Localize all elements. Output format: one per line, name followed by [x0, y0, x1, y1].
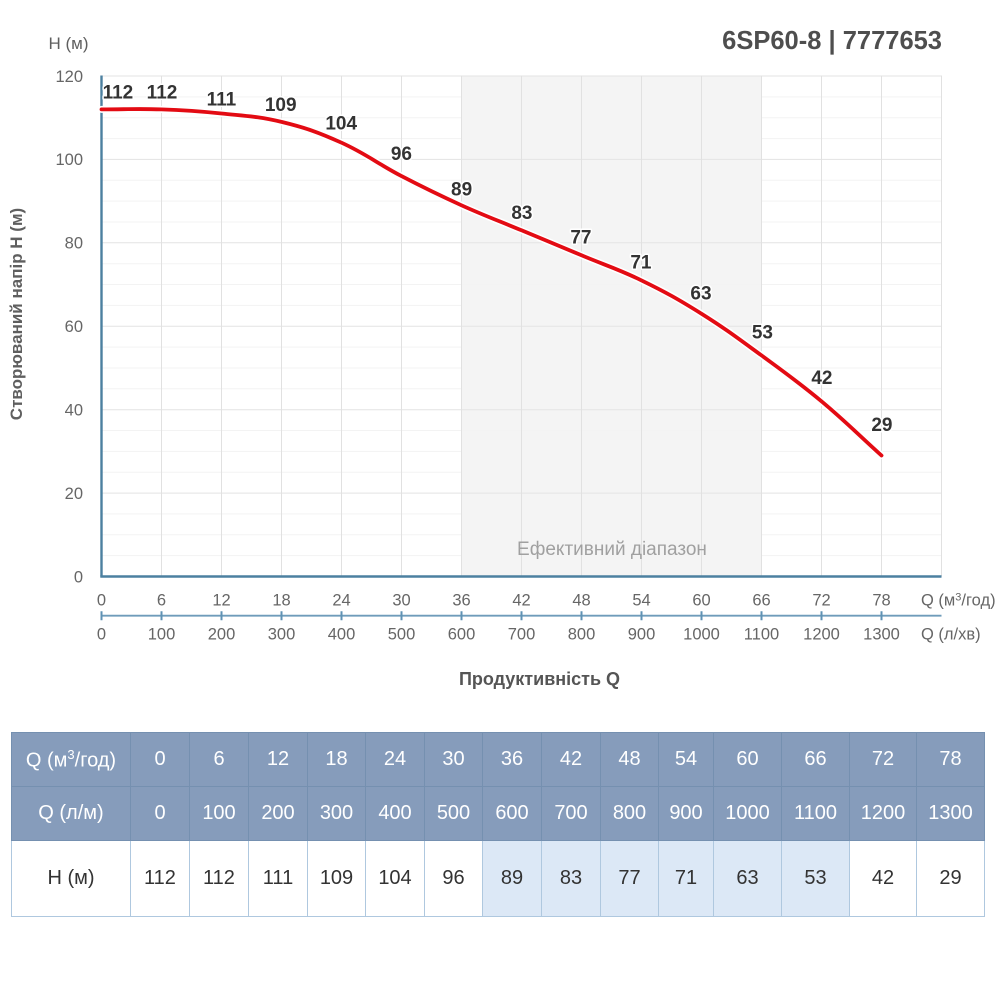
svg-text:42: 42 [512, 591, 530, 609]
svg-text:30: 30 [392, 591, 410, 609]
svg-text:36: 36 [452, 591, 470, 609]
svg-text:42: 42 [811, 368, 832, 389]
svg-text:71: 71 [630, 253, 652, 274]
svg-text:40: 40 [65, 402, 83, 420]
svg-text:60: 60 [692, 591, 710, 609]
svg-text:29: 29 [871, 415, 892, 436]
svg-text:500: 500 [388, 625, 416, 643]
svg-text:1100: 1100 [744, 625, 779, 643]
svg-text:48: 48 [572, 591, 590, 609]
svg-text:0: 0 [97, 591, 106, 609]
svg-text:200: 200 [208, 625, 236, 643]
svg-text:18: 18 [272, 591, 290, 609]
svg-text:72: 72 [812, 591, 830, 609]
svg-text:800: 800 [568, 625, 596, 643]
svg-text:66: 66 [752, 591, 770, 609]
svg-text:Q (м3/год): Q (м3/год) [921, 591, 996, 609]
svg-text:H (м): H (м) [48, 34, 88, 53]
svg-text:1000: 1000 [683, 625, 720, 643]
svg-text:0: 0 [97, 625, 106, 643]
svg-text:96: 96 [391, 144, 412, 165]
svg-text:77: 77 [570, 227, 591, 248]
svg-text:120: 120 [55, 68, 83, 86]
svg-text:1200: 1200 [803, 625, 840, 643]
svg-text:1300: 1300 [863, 625, 900, 643]
svg-text:112: 112 [103, 83, 134, 104]
svg-text:900: 900 [628, 625, 656, 643]
svg-text:109: 109 [265, 95, 297, 116]
svg-text:111: 111 [207, 90, 237, 111]
svg-text:100: 100 [55, 151, 83, 169]
svg-text:63: 63 [690, 284, 711, 305]
svg-text:Створюваний напір H (м): Створюваний напір H (м) [7, 208, 26, 420]
svg-text:60: 60 [65, 318, 83, 336]
svg-text:400: 400 [328, 625, 356, 643]
svg-text:6SP60-8 | 7777653: 6SP60-8 | 7777653 [722, 27, 942, 55]
svg-text:78: 78 [872, 591, 890, 609]
svg-text:83: 83 [511, 203, 532, 224]
svg-text:Ефективний діапазон: Ефективний діапазон [517, 539, 707, 560]
svg-text:300: 300 [268, 625, 296, 643]
svg-text:Q (л/хв): Q (л/хв) [921, 625, 981, 643]
svg-text:112: 112 [147, 83, 178, 104]
svg-text:89: 89 [451, 179, 472, 200]
svg-text:Продуктивність Q: Продуктивність Q [459, 669, 620, 689]
svg-text:700: 700 [508, 625, 536, 643]
svg-text:12: 12 [212, 591, 230, 609]
svg-text:104: 104 [325, 113, 357, 134]
svg-text:24: 24 [332, 591, 350, 609]
svg-text:53: 53 [752, 323, 773, 344]
svg-text:100: 100 [148, 625, 176, 643]
svg-text:20: 20 [65, 485, 83, 503]
svg-text:80: 80 [65, 235, 83, 253]
svg-text:54: 54 [632, 591, 650, 609]
svg-text:600: 600 [448, 625, 476, 643]
svg-text:0: 0 [74, 568, 83, 586]
svg-text:6: 6 [157, 591, 166, 609]
